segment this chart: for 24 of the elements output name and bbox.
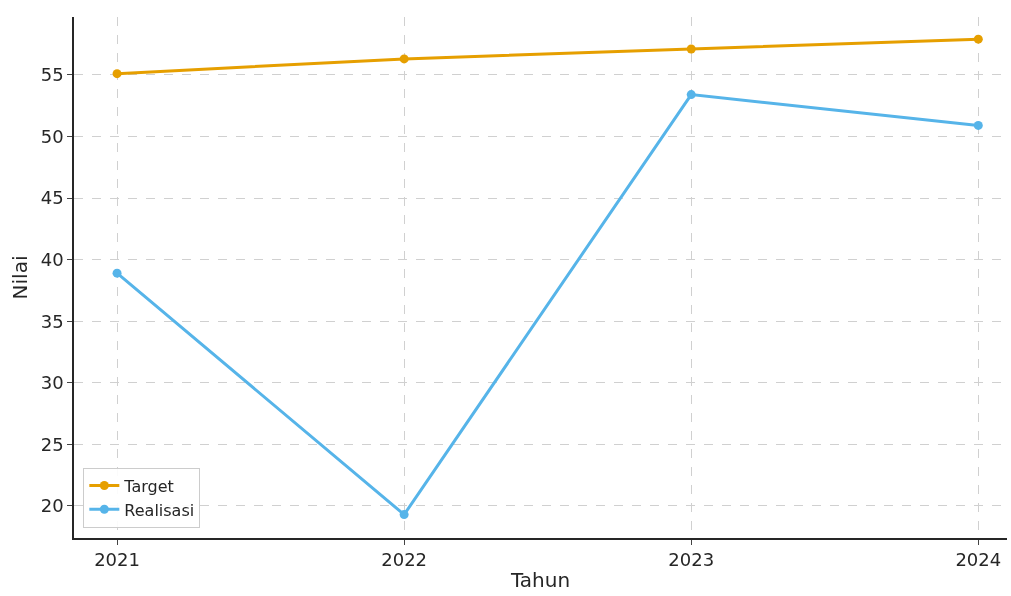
point [112, 268, 122, 278]
y-tick-label: 55 [40, 64, 64, 86]
legend-label: Realisasi [124, 500, 195, 520]
y-tick-label: 25 [40, 433, 64, 455]
y-tick-label: 40 [40, 248, 64, 270]
x-tick-label: 2022 [381, 549, 428, 571]
point [973, 120, 983, 130]
x-tick-label: 2023 [668, 549, 715, 571]
point [686, 90, 696, 100]
point [399, 54, 409, 64]
legend-label: Target [123, 476, 174, 496]
point [399, 510, 409, 520]
y-tick-label: 20 [40, 495, 64, 517]
x-axis-title: Tahun [509, 568, 571, 593]
y-tick-label: 35 [40, 310, 64, 332]
x-tick-label: 2021 [94, 549, 140, 571]
y-tick-label: 50 [40, 125, 64, 147]
y-tick-label: 45 [40, 187, 64, 209]
point [686, 44, 696, 54]
point [112, 69, 122, 79]
y-tick-label: 30 [40, 372, 64, 394]
x-tick-label: 2024 [955, 549, 1002, 571]
point [973, 34, 983, 44]
y-axis-title: Nilai [7, 255, 32, 300]
